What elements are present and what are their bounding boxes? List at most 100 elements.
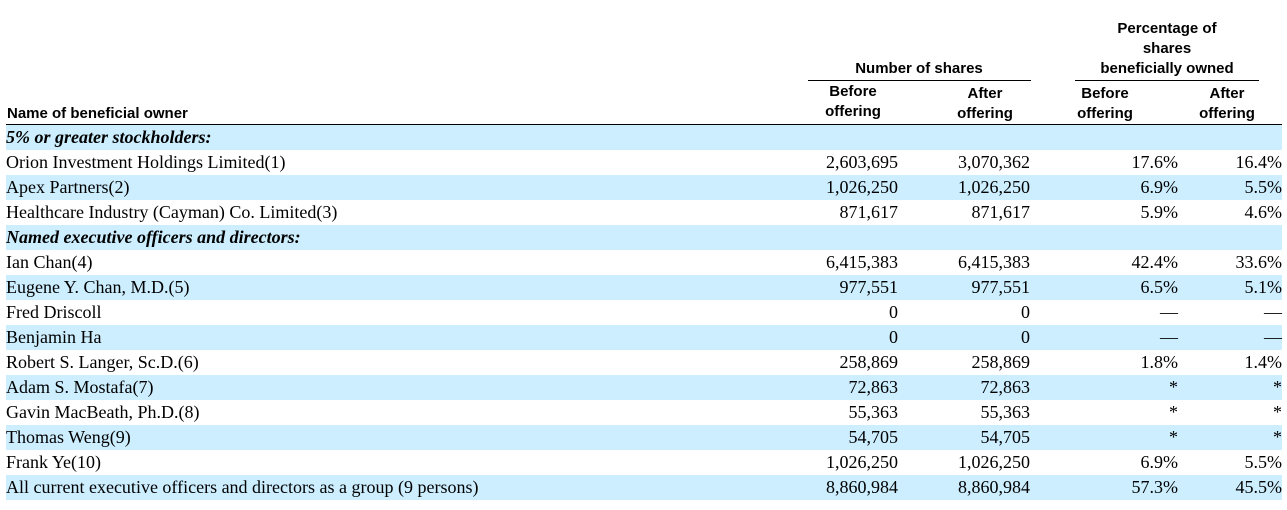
table-row: Gavin MacBeath, Ph.D.(8) 55,363 55,363 * * [6,400,1282,425]
spacer-cell [898,450,938,475]
table-row: Frank Ye(10) 1,026,250 1,026,250 6.9% 5.5% [6,450,1282,475]
spacer-cell [1030,350,1088,375]
spacer-cell [1178,150,1192,175]
spacer-cell [898,225,938,250]
owner-name-cell: 5% or greater stockholders: [6,125,806,150]
spacer-cell [1030,125,1088,150]
pct-after-line-2: offering [1199,105,1255,122]
spacer-cell [1178,325,1192,350]
pct-before-cell [1088,225,1178,250]
section-header-row: Named executive officers and directors: [6,225,1282,250]
spacer-cell [1030,225,1088,250]
pct-after-cell: * [1192,425,1282,450]
shares-before-cell: 977,551 [806,275,898,300]
owner-name-cell: Robert S. Langer, Sc.D.(6) [6,352,199,372]
spacer-cell [1178,450,1192,475]
pct-after-cell: 5.1% [1192,275,1282,300]
shares-after-cell: 258,869 [971,352,1031,372]
shares-before-cell: 871,617 [839,202,899,222]
table-row: Benjamin Ha 0 0— — [6,325,1282,350]
pct-after-cell [1192,225,1282,250]
spacer-cell [898,475,938,500]
shares-before-cell [806,225,898,250]
spacer-cell [1178,375,1192,400]
pct-after-cell: * [1273,402,1282,422]
pct-after-cell: — [1264,302,1282,322]
pct-before-cell: 5.9% [1140,202,1179,222]
shares-after-cell: 0 [1021,302,1030,322]
pct-before-cell: 57.3% [1088,475,1178,500]
spacer-cell [1178,275,1192,300]
pct-after-cell: — [1192,325,1282,350]
table-row: All current executive officers and direc… [6,475,1282,500]
pct-after-cell: 16.4% [1235,152,1283,172]
spacer-cell [1178,175,1192,200]
shares-after-cell [938,225,1030,250]
pct-before-cell: * [1169,402,1178,422]
table-row: Healthcare Industry (Cayman) Co. Limited… [6,200,1282,225]
owner-name-cell: Ian Chan(4) [6,252,93,272]
ownership-table: 5% or greater stockholders: Orion Investm… [6,125,1282,500]
ownership-table-body: 5% or greater stockholders: Orion Investm… [6,125,1282,500]
pct-group-header: Percentage of shares beneficially owned [1070,19,1264,79]
shares-after-cell: 72,863 [938,375,1030,400]
spacer-cell [1178,475,1192,500]
section-header-row: 5% or greater stockholders: [6,125,1282,150]
spacer-cell [1030,275,1088,300]
owner-name-cell: Healthcare Industry (Cayman) Co. Limited… [6,202,338,222]
pct-before-cell: 6.9% [1140,452,1179,472]
name-column-header: Name of beneficial owner [7,105,188,122]
owner-name-cell: Named executive officers and directors: [6,225,806,250]
shares-after-cell: 3,070,362 [958,152,1030,172]
spacer-cell [898,250,938,275]
pct-after-header: After offering [1182,84,1272,124]
table-row: Fred Driscoll 0 0 — — [6,300,1282,325]
pct-after-cell: 33.6% [1235,252,1283,272]
pct-before-cell: 1.8% [1140,352,1179,372]
pct-before-cell: * [1088,425,1178,450]
spacer-cell [1030,450,1088,475]
owner-name-cell: All current executive officers and direc… [6,475,806,500]
shares-before-cell: 8,860,984 [806,475,898,500]
shares-before-cell: 55,363 [848,402,899,422]
table-row: Thomas Weng(9) 54,705 54,705 * * [6,425,1282,450]
spacer-cell [898,275,938,300]
spacer-cell [1030,150,1088,175]
spacer-cell [898,200,938,225]
shares-after-line-1: After [967,85,1003,102]
table-row: Eugene Y. Chan, M.D.(5) 977,551 977,551 6.5… [6,275,1282,300]
shares-after-cell: 1,026,250 [958,452,1030,472]
pct-before-line-2: offering [1077,105,1133,122]
pct-after-cell [1192,125,1282,150]
pct-before-cell: 17.6% [1131,152,1179,172]
pct-group-line-3: beneficially owned [1100,60,1234,77]
owner-name-cell: Orion Investment Holdings Limited(1) [6,152,286,172]
shares-group-rule [808,80,1031,81]
pct-after-cell: 5.5% [1244,452,1283,472]
spacer-cell [1030,400,1088,425]
owner-name-cell: Eugene Y. Chan, M.D.(5) [6,275,806,300]
shares-after-cell: 55,363 [980,402,1031,422]
pct-before-cell: — [1160,302,1178,322]
pct-before-cell: — [1088,325,1178,350]
pct-after-cell: 4.6% [1244,202,1283,222]
spacer-cell [1178,200,1192,225]
spacer-cell [1030,250,1088,275]
shares-before-cell: 0 [889,302,898,322]
shares-before-cell: 2,603,695 [826,152,898,172]
shares-after-line-2: offering [957,105,1013,122]
spacer-cell [1178,300,1192,325]
spacer-cell [898,175,938,200]
shares-before-cell: 72,863 [806,375,898,400]
shares-after-header: After offering [940,84,1030,124]
pct-group-line-1: Percentage of [1117,20,1217,37]
pct-after-cell: 45.5% [1192,475,1282,500]
spacer-cell [1030,325,1088,350]
pct-after-cell: 1.4% [1244,352,1283,372]
shares-before-line-1: Before [829,83,877,100]
owner-name-cell: Thomas Weng(9) [6,425,806,450]
shares-after-cell: 6,415,383 [958,252,1030,272]
shares-after-cell [938,125,1030,150]
spacer-cell [1030,425,1088,450]
owner-name-cell: Frank Ye(10) [6,452,102,472]
